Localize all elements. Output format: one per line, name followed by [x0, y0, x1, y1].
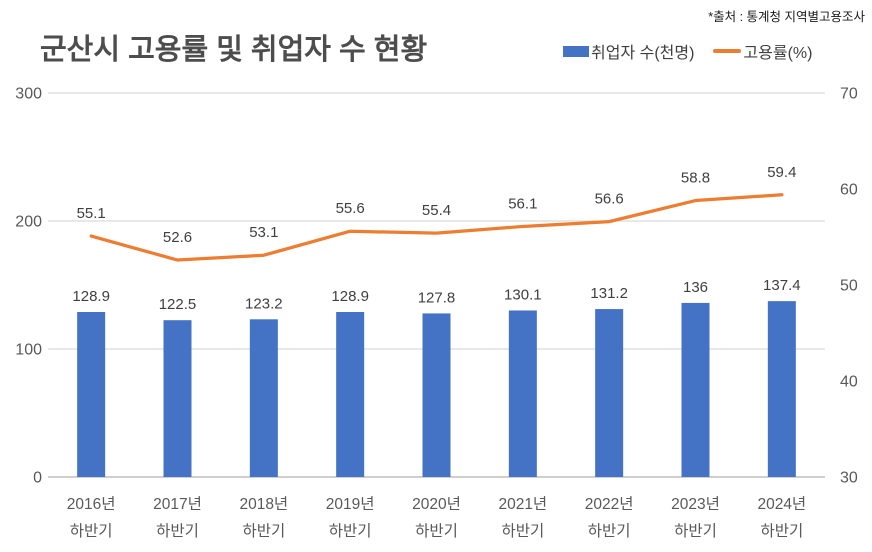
- line-data-label: 55.6: [336, 200, 365, 217]
- right-axis-tick-label: 40: [840, 374, 858, 391]
- chart-title: 군산시 고용률 및 취업자 수 현황: [40, 34, 428, 66]
- line-data-label: 56.6: [595, 191, 624, 208]
- bar-2023년 하반기: [681, 302, 710, 477]
- x-axis-category-label: 2024년 하반기: [757, 495, 806, 540]
- legend-item-employment-rate: 고용률(%): [713, 39, 812, 63]
- bar-data-label: 127.8: [418, 289, 456, 306]
- line-data-label: 55.4: [422, 202, 451, 219]
- bar-data-label: 123.2: [245, 295, 283, 312]
- x-axis-category-label: 2021년 하반기: [498, 495, 547, 540]
- x-axis-category-label: 2022년 하반기: [585, 495, 634, 540]
- bar-data-label: 137.4: [763, 277, 801, 294]
- right-axis-tick-label: 50: [840, 278, 858, 295]
- bar-data-label: 131.2: [590, 285, 628, 302]
- employment-rate-line: [89, 193, 784, 262]
- x-axis-category-label: 2017년 하반기: [153, 495, 202, 540]
- line-data-label: 59.4: [767, 164, 796, 181]
- bar-data-label: 130.1: [504, 286, 542, 303]
- x-axis-category-label: 2020년 하반기: [412, 495, 461, 540]
- x-axis-category-label: 2018년 하반기: [239, 495, 288, 540]
- legend: 취업자 수(천명) 고용률(%): [563, 39, 812, 63]
- line-data-label: 58.8: [681, 170, 710, 187]
- bar-2022년 하반기: [595, 309, 624, 477]
- bar-2024년 하반기: [767, 301, 796, 477]
- legend-label-employed-count: 취업자 수(천명): [591, 45, 695, 62]
- bar-2016년 하반기: [77, 312, 106, 477]
- left-axis-tick-label: 0: [33, 470, 42, 487]
- legend-label-employment-rate: 고용률(%): [743, 45, 813, 62]
- line-data-label: 53.1: [249, 224, 278, 241]
- right-axis-tick-label: 30: [840, 470, 858, 487]
- bar-2018년 하반기: [249, 319, 278, 477]
- right-axis-tick-label: 70: [840, 86, 858, 103]
- line-data-label: 56.1: [508, 195, 537, 212]
- left-axis-tick-label: 300: [15, 86, 42, 103]
- line-data-label: 55.1: [77, 205, 106, 222]
- bar-data-label: 122.5: [159, 296, 197, 313]
- bar-series-swatch-icon: [563, 45, 589, 57]
- bar-2017년 하반기: [163, 320, 192, 477]
- x-axis-category-label: 2019년 하반기: [326, 495, 375, 540]
- bar-2021년 하반기: [508, 310, 537, 477]
- left-axis-tick-label: 200: [15, 214, 42, 231]
- line-data-label: 52.6: [163, 229, 192, 246]
- right-axis-tick-label: 60: [840, 182, 858, 199]
- legend-item-employed-count: 취업자 수(천명): [563, 39, 694, 63]
- x-axis-category-label: 2023년 하반기: [671, 495, 720, 540]
- bar-data-label: 128.9: [72, 288, 110, 305]
- bar-2019년 하반기: [336, 312, 365, 477]
- x-axis-category-label: 2016년 하반기: [67, 495, 116, 540]
- bar-data-label: 136: [683, 279, 708, 296]
- left-axis-tick-label: 100: [15, 342, 42, 359]
- bar-data-label: 128.9: [331, 288, 369, 305]
- bar-2020년 하반기: [422, 313, 451, 477]
- line-series-swatch-icon: [713, 49, 742, 53]
- source-note: *출처 : 통계청 지역별고용조사: [708, 10, 865, 24]
